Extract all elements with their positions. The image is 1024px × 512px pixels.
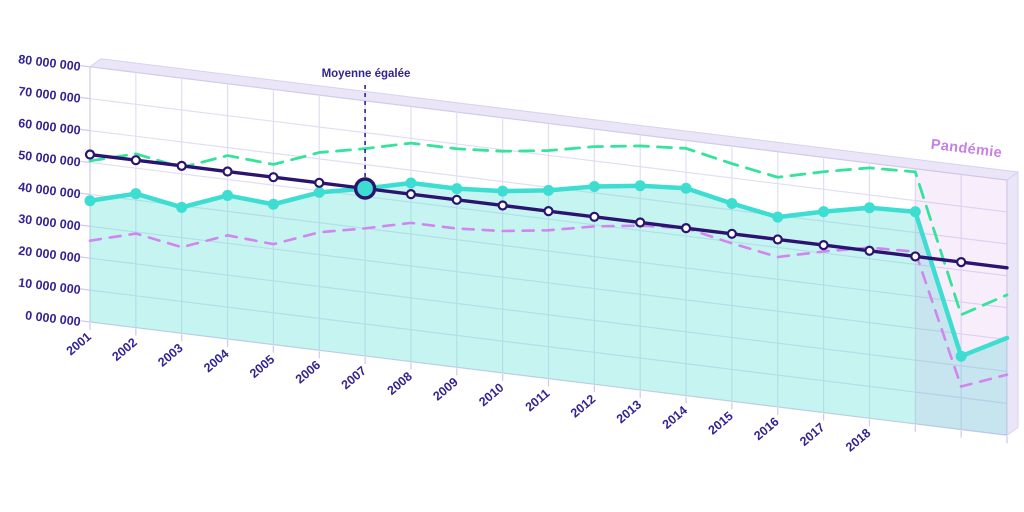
main-data-point[interactable]: [176, 201, 188, 213]
y-tick: [80, 96, 91, 100]
x-axis-label: 2008: [385, 369, 415, 398]
y-axis-label: 60 000 000: [18, 116, 82, 138]
average-data-point[interactable]: [130, 155, 141, 166]
panel-side-face: [1006, 171, 1019, 437]
main-data-point[interactable]: [313, 186, 325, 198]
main-data-point[interactable]: [222, 189, 234, 201]
pandemic-label: Pandémie: [930, 137, 1003, 162]
x-axis-label: 2009: [430, 375, 460, 404]
main-data-point[interactable]: [543, 184, 554, 196]
average-data-point[interactable]: [818, 240, 829, 251]
main-series-area: [90, 182, 1007, 436]
y-axis-label: 40 000 000: [18, 180, 82, 202]
series-markers: [84, 149, 967, 362]
x-axis-label: 2005: [247, 352, 277, 381]
x-axis-label: 2011: [523, 386, 553, 414]
average-data-point[interactable]: [635, 217, 646, 228]
main-data-point[interactable]: [680, 182, 692, 194]
x-axis-label: 2006: [293, 358, 323, 387]
average-data-point[interactable]: [497, 200, 508, 211]
y-tick: [80, 224, 91, 227]
average-data-point[interactable]: [543, 206, 554, 217]
pandemic-zone: [915, 168, 1007, 436]
area-fill: [90, 182, 1007, 436]
average-data-point[interactable]: [268, 172, 279, 183]
average-data-point[interactable]: [772, 234, 783, 245]
x-axis-label: 2007: [339, 364, 369, 393]
y-tick: [80, 288, 91, 291]
average-data-point[interactable]: [314, 177, 325, 188]
average-data-point[interactable]: [176, 160, 187, 171]
average-data-point[interactable]: [680, 223, 692, 234]
upper-band-line: [88, 141, 1009, 317]
x-axis-label: 2013: [614, 397, 644, 426]
main-data-point[interactable]: [84, 195, 96, 207]
y-tick: [80, 160, 91, 164]
annotation-label: Moyenne égalée: [322, 68, 411, 80]
x-axis-label: 2018: [843, 426, 873, 455]
average-data-point[interactable]: [864, 245, 875, 256]
average-data-point[interactable]: [726, 228, 738, 239]
y-axis-label: 0 000 000: [24, 308, 81, 329]
y-tick: [80, 320, 91, 323]
x-axis-label: 2015: [706, 409, 736, 438]
y-axis-label: 10 000 000: [18, 276, 82, 298]
x-axis-label: 2016: [751, 414, 781, 443]
average-data-point[interactable]: [589, 211, 600, 222]
y-axis-label: 70 000 000: [18, 84, 82, 106]
main-data-point[interactable]: [955, 350, 967, 362]
average-data-point[interactable]: [451, 194, 462, 205]
x-axis-label: 2003: [155, 341, 185, 370]
lower-band-line: [88, 221, 1009, 388]
main-data-point[interactable]: [863, 202, 875, 214]
y-tick: [80, 128, 91, 132]
main-data-point[interactable]: [451, 183, 463, 195]
y-tick: [80, 192, 91, 195]
main-data-point[interactable]: [909, 206, 921, 218]
main-data-point[interactable]: [497, 185, 509, 197]
highlight-marker-average-equaled[interactable]: [353, 177, 377, 200]
main-data-point[interactable]: [588, 181, 600, 193]
pandemic-overlay: [915, 168, 1007, 436]
y-axis-label: 30 000 000: [18, 212, 82, 234]
y-axis-label: 20 000 000: [18, 244, 82, 266]
main-data-point[interactable]: [130, 188, 142, 200]
main-data-point[interactable]: [726, 197, 738, 209]
main-data-point[interactable]: [818, 206, 830, 218]
average-data-point[interactable]: [910, 251, 921, 262]
average-data-point[interactable]: [222, 166, 233, 177]
y-axis-label: 50 000 000: [18, 148, 82, 170]
x-axis-label: 2002: [109, 335, 139, 364]
main-data-point[interactable]: [267, 198, 279, 210]
y-tick: [80, 256, 91, 259]
average-data-point[interactable]: [956, 257, 967, 268]
x-axis-label: 2004: [201, 347, 231, 376]
x-axis-label: 2001: [64, 330, 94, 359]
average-data-point[interactable]: [84, 149, 96, 160]
x-axis-label: 2012: [568, 392, 598, 421]
y-axis-label: 80 000 000: [18, 52, 82, 74]
average-data-point[interactable]: [405, 189, 417, 200]
y-tick: [80, 65, 91, 68]
x-axis-label: 2017: [797, 420, 827, 449]
main-data-point[interactable]: [634, 180, 646, 192]
x-axis-label: 2014: [660, 403, 690, 432]
main-data-point[interactable]: [772, 211, 784, 223]
main-data-point[interactable]: [405, 177, 417, 189]
x-axis-label: 2010: [476, 381, 506, 410]
